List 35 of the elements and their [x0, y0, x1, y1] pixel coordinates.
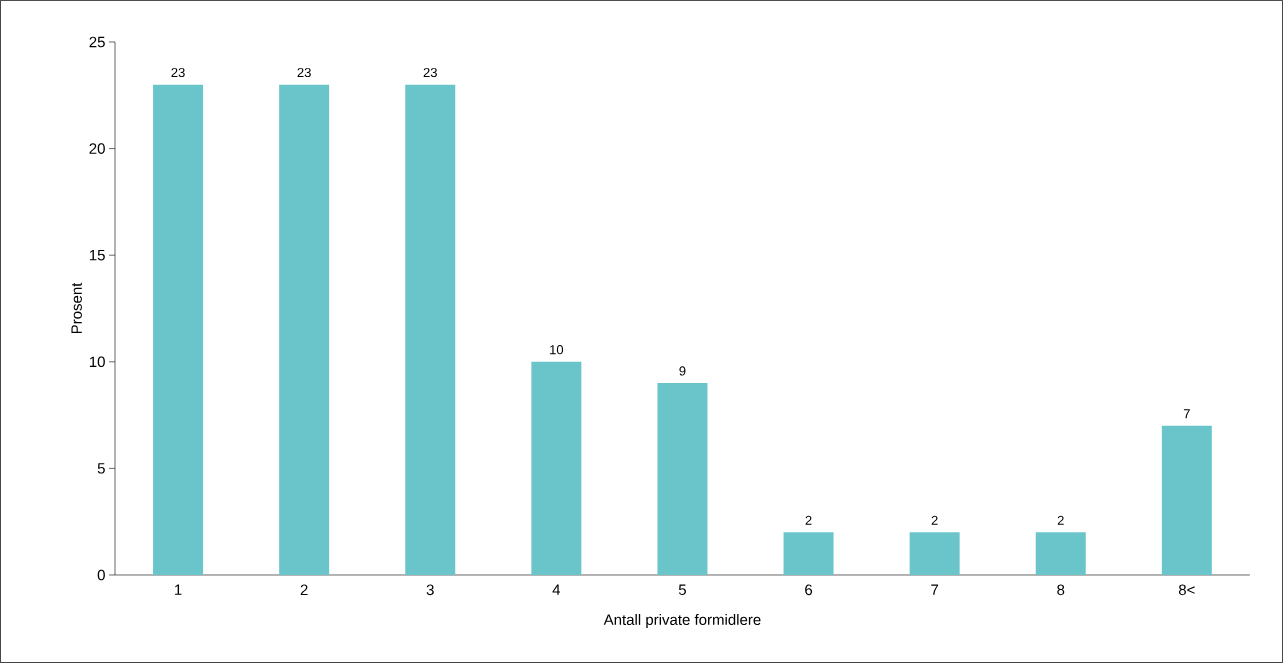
data-label: 2	[805, 515, 812, 525]
x-tick-label: 8<	[1178, 584, 1195, 596]
bar	[405, 84, 456, 575]
y-tick-label: 5	[97, 463, 105, 474]
x-axis-title: Antall private formidlere	[603, 614, 761, 628]
x-tick-label: 4	[552, 584, 561, 595]
x-tick-label: 7	[931, 584, 939, 595]
data-label: 2	[931, 515, 938, 525]
x-tick-label: 3	[426, 584, 434, 596]
y-tick-label: 20	[89, 143, 105, 154]
x-tick-label: 6	[805, 584, 813, 596]
data-label: 23	[423, 67, 437, 78]
y-tick-label: 10	[89, 356, 105, 368]
y-tick-label: 15	[89, 249, 105, 261]
y-axis-title: Prosent	[71, 282, 82, 334]
bar	[909, 532, 960, 575]
y-tick-label: 0	[97, 569, 105, 581]
data-label: 23	[297, 67, 311, 78]
bar	[783, 532, 834, 575]
data-label: 9	[679, 366, 686, 376]
data-label: 7	[1183, 409, 1190, 419]
x-tick-label: 1	[175, 584, 182, 595]
x-tick-label: 8	[1057, 584, 1065, 596]
data-label: 2	[1057, 515, 1064, 525]
x-tick-label: 2	[300, 584, 308, 595]
bar	[153, 84, 204, 575]
data-label: 10	[550, 345, 564, 355]
bar	[1161, 425, 1212, 575]
bar	[531, 361, 582, 575]
x-tick-label: 5	[678, 584, 686, 595]
bar	[279, 84, 330, 575]
bar	[657, 383, 708, 575]
data-label: 23	[171, 67, 185, 78]
y-tick-label: 25	[89, 36, 105, 48]
bar	[1035, 532, 1086, 575]
